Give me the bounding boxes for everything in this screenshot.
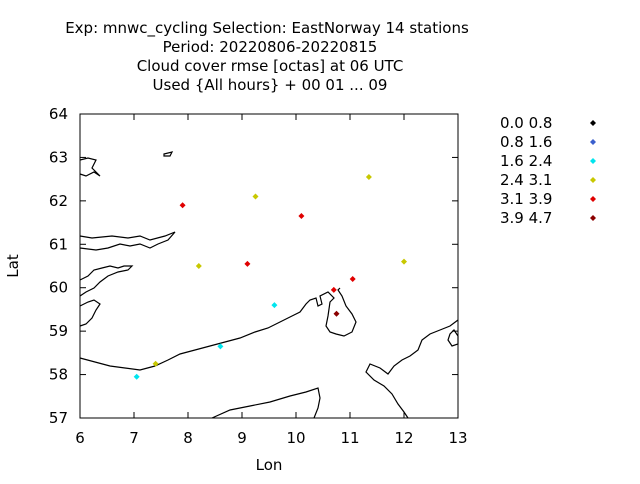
y-tick-label: 60 bbox=[49, 279, 68, 297]
legend: 0.0 0.80.8 1.61.6 2.42.4 3.13.1 3.93.9 4… bbox=[500, 114, 596, 227]
x-axis: 6 7 8 9 10 11 12 13 bbox=[75, 114, 468, 447]
station-point-6 bbox=[244, 260, 251, 267]
legend-label: 3.9 4.7 bbox=[500, 209, 552, 227]
x-tick-label: 13 bbox=[448, 429, 467, 447]
legend-marker bbox=[590, 196, 596, 202]
y-tick-label: 58 bbox=[49, 366, 68, 384]
station-point-8 bbox=[349, 276, 356, 283]
x-tick-label: 10 bbox=[286, 429, 305, 447]
x-tick-label: 9 bbox=[237, 429, 247, 447]
legend-label: 0.0 0.8 bbox=[500, 114, 552, 132]
station-point-2 bbox=[252, 193, 259, 200]
station-point-5 bbox=[195, 263, 202, 269]
y-axis-label: Lat bbox=[4, 254, 22, 278]
y-axis: 57 58 59 60 61 62 63 64 bbox=[49, 105, 458, 427]
legend-marker bbox=[590, 120, 596, 126]
y-tick-label: 57 bbox=[49, 409, 68, 427]
x-tick-label: 8 bbox=[183, 429, 193, 447]
legend-label: 1.6 2.4 bbox=[500, 152, 552, 170]
legend-label: 3.1 3.9 bbox=[500, 190, 552, 208]
y-tick-label: 63 bbox=[49, 148, 68, 166]
station-point-14 bbox=[133, 373, 140, 380]
station-point-13 bbox=[152, 360, 159, 367]
station-point-12 bbox=[217, 343, 224, 350]
title-line-3: Cloud cover rmse [octas] at 06 UTC bbox=[137, 57, 404, 75]
station-point-7 bbox=[401, 258, 407, 265]
y-tick-label: 64 bbox=[49, 105, 68, 123]
legend-label: 2.4 3.1 bbox=[500, 171, 552, 189]
y-tick-label: 62 bbox=[49, 192, 68, 210]
station-markers bbox=[133, 173, 407, 380]
station-point-4 bbox=[298, 213, 305, 220]
station-point-11 bbox=[333, 310, 340, 317]
chart-title: Exp: mnwc_cycling Selection: EastNorway … bbox=[65, 19, 469, 94]
station-point-3 bbox=[365, 173, 372, 180]
y-tick-label: 61 bbox=[49, 235, 68, 253]
x-axis-label: Lon bbox=[256, 456, 283, 474]
x-tick-label: 11 bbox=[340, 429, 359, 447]
legend-marker bbox=[590, 139, 596, 145]
title-line-4: Used {All hours} + 00 01 ... 09 bbox=[153, 76, 388, 94]
station-point-9 bbox=[330, 286, 337, 293]
x-tick-label: 6 bbox=[75, 429, 85, 447]
legend-marker bbox=[590, 158, 596, 164]
legend-marker bbox=[590, 177, 596, 183]
legend-marker bbox=[590, 215, 596, 221]
title-line-1: Exp: mnwc_cycling Selection: EastNorway … bbox=[65, 19, 469, 38]
legend-label: 0.8 1.6 bbox=[500, 133, 552, 151]
x-tick-label: 7 bbox=[129, 429, 139, 447]
coastline-map bbox=[79, 151, 459, 419]
y-tick-label: 59 bbox=[49, 322, 68, 340]
plot-frame bbox=[79, 113, 459, 419]
x-tick-label: 12 bbox=[394, 429, 413, 447]
title-line-2: Period: 20220806-20220815 bbox=[163, 38, 378, 56]
station-point-10 bbox=[271, 302, 278, 309]
station-point-1 bbox=[179, 202, 186, 209]
